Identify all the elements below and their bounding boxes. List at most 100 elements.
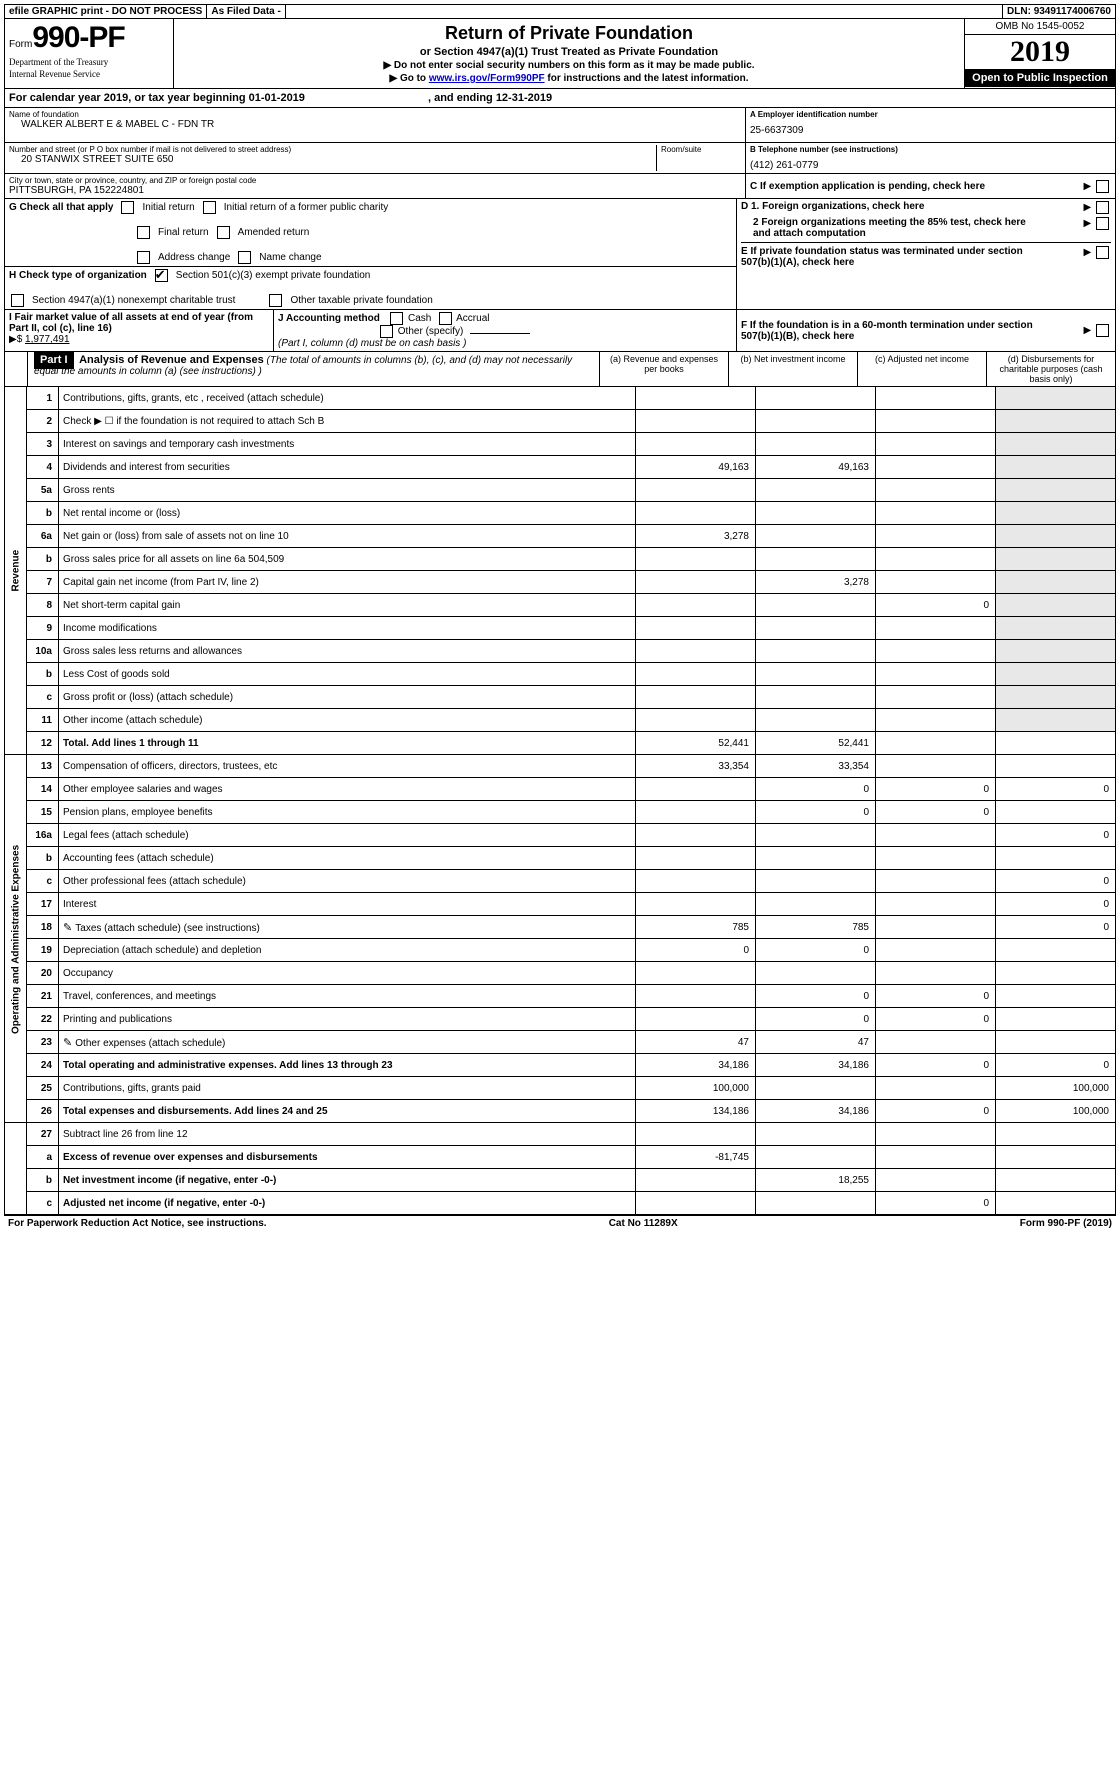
- cell-col-dcol: 0: [996, 893, 1116, 916]
- cell-col-dcol: 0: [996, 1054, 1116, 1077]
- cell-col-a: 49,163: [636, 456, 756, 479]
- line-number: 15: [27, 801, 59, 824]
- g-final-checkbox[interactable]: [137, 226, 150, 239]
- cell-col-c: [876, 709, 996, 732]
- cell-col-dcol: [996, 1192, 1116, 1215]
- cell-col-c: [876, 732, 996, 755]
- h-4947-checkbox[interactable]: [11, 294, 24, 307]
- line-desc: Dividends and interest from securities: [59, 456, 636, 479]
- c-checkbox[interactable]: [1096, 180, 1109, 193]
- cell-col-a: [636, 1169, 756, 1192]
- h-501c3-checkbox[interactable]: [155, 269, 168, 282]
- cell-col-b: [756, 548, 876, 571]
- line-number: 10a: [27, 640, 59, 663]
- f-checkbox[interactable]: [1096, 324, 1109, 337]
- cell-col-b: [756, 410, 876, 433]
- line-desc: Other professional fees (attach schedule…: [59, 870, 636, 893]
- table-row: 24Total operating and administrative exp…: [5, 1054, 1116, 1077]
- d2-arrow: ▶: [1084, 217, 1111, 239]
- line-number: 13: [27, 755, 59, 778]
- g-amended-checkbox[interactable]: [217, 226, 230, 239]
- footer-center: Cat No 11289X: [609, 1218, 678, 1229]
- cell-col-a: [636, 617, 756, 640]
- cell-col-a: [636, 824, 756, 847]
- table-row: 26Total expenses and disbursements. Add …: [5, 1100, 1116, 1123]
- line-desc: Check ▶ ☐ if the foundation is not requi…: [59, 410, 636, 433]
- g-name-checkbox[interactable]: [238, 251, 251, 264]
- cell-col-dcol: [996, 525, 1116, 548]
- cell-col-c: [876, 525, 996, 548]
- cell-col-c: [876, 962, 996, 985]
- line-number: c: [27, 870, 59, 893]
- cell-col-dcol: 0: [996, 824, 1116, 847]
- d-e-right: D 1. Foreign organizations, check here ▶…: [736, 199, 1115, 309]
- header-center: Return of Private Foundation or Section …: [174, 19, 964, 88]
- line-desc: Gross rents: [59, 479, 636, 502]
- cell-col-a: [636, 847, 756, 870]
- irs-link[interactable]: www.irs.gov/Form990PF: [429, 73, 545, 84]
- tax-year: 2019: [965, 35, 1115, 69]
- d1-checkbox[interactable]: [1096, 201, 1109, 214]
- cell-col-dcol: [996, 985, 1116, 1008]
- g-initial-former-checkbox[interactable]: [203, 201, 216, 214]
- header: Form990-PF Department of the Treasury In…: [4, 19, 1116, 89]
- e-label: E If private foundation status was termi…: [741, 246, 1041, 268]
- cell-col-b: 18,255: [756, 1169, 876, 1192]
- part1-title: Analysis of Revenue and Expenses: [79, 354, 264, 366]
- cell-col-dcol: [996, 1031, 1116, 1054]
- phone-label: B Telephone number (see instructions): [750, 145, 1111, 154]
- j-accrual-checkbox[interactable]: [439, 312, 452, 325]
- line-desc: Interest: [59, 893, 636, 916]
- line-desc: Accounting fees (attach schedule): [59, 847, 636, 870]
- e-arrow: ▶: [1084, 246, 1111, 268]
- table-row: 12Total. Add lines 1 through 1152,44152,…: [5, 732, 1116, 755]
- cal-year-begin: For calendar year 2019, or tax year begi…: [9, 92, 305, 104]
- g-opt-address: Address change: [158, 252, 230, 263]
- line-desc: Total operating and administrative expen…: [59, 1054, 636, 1077]
- j-other-checkbox[interactable]: [380, 325, 393, 338]
- col-a-head: (a) Revenue and expenses per books: [600, 352, 729, 386]
- footer: For Paperwork Reduction Act Notice, see …: [4, 1215, 1116, 1231]
- cell-col-a: 33,354: [636, 755, 756, 778]
- cell-col-c: 0: [876, 1100, 996, 1123]
- c-arrow-checkbox: ▶: [1084, 180, 1111, 193]
- g-initial-checkbox[interactable]: [121, 201, 134, 214]
- cell-col-b: 0: [756, 985, 876, 1008]
- section-label: Operating and Administrative Expenses: [5, 755, 27, 1123]
- cell-col-dcol: [996, 548, 1116, 571]
- line-desc: Pension plans, employee benefits: [59, 801, 636, 824]
- row-i-j-f: I Fair market value of all assets at end…: [4, 310, 1116, 352]
- cell-col-a: 47: [636, 1031, 756, 1054]
- table-row: 23✎ Other expenses (attach schedule)4747: [5, 1031, 1116, 1054]
- cell-col-dcol: 0: [996, 870, 1116, 893]
- line-desc: Subtract line 26 from line 12: [59, 1123, 636, 1146]
- cell-col-a: -81,745: [636, 1146, 756, 1169]
- cell-col-a: 52,441: [636, 732, 756, 755]
- cell-col-b: [756, 893, 876, 916]
- table-row: 27Subtract line 26 from line 12: [5, 1123, 1116, 1146]
- j-cash-checkbox[interactable]: [390, 312, 403, 325]
- table-row: bNet rental income or (loss): [5, 502, 1116, 525]
- line-number: 23: [27, 1031, 59, 1054]
- cell-col-a: 100,000: [636, 1077, 756, 1100]
- h-opt-other: Other taxable private foundation: [290, 295, 432, 306]
- g-opt-initial: Initial return: [142, 202, 194, 213]
- d2-checkbox[interactable]: [1096, 217, 1109, 230]
- cell-col-c: [876, 663, 996, 686]
- ein-cell: A Employer identification number 25-6637…: [745, 108, 1115, 143]
- e-checkbox[interactable]: [1096, 246, 1109, 259]
- cell-col-a: [636, 594, 756, 617]
- cell-col-dcol: 0: [996, 778, 1116, 801]
- h-other-checkbox[interactable]: [269, 294, 282, 307]
- cell-col-b: 0: [756, 939, 876, 962]
- line-number: 26: [27, 1100, 59, 1123]
- cell-col-dcol: [996, 571, 1116, 594]
- table-row: cGross profit or (loss) (attach schedule…: [5, 686, 1116, 709]
- cell-col-b: [756, 1077, 876, 1100]
- line-number: 14: [27, 778, 59, 801]
- g-address-checkbox[interactable]: [137, 251, 150, 264]
- cell-col-b: [756, 387, 876, 410]
- cell-col-dcol: [996, 1008, 1116, 1031]
- line-number: 2: [27, 410, 59, 433]
- cell-col-a: 134,186: [636, 1100, 756, 1123]
